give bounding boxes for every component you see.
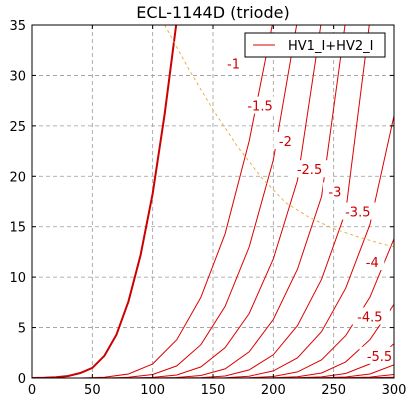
curve-series-2 xyxy=(104,20,297,378)
y-tick-label: 5 xyxy=(18,322,26,337)
x-tick-label: 0 xyxy=(28,383,36,398)
x-tick-label: 250 xyxy=(321,383,346,398)
curve-series-3 xyxy=(129,20,322,378)
curve-label: -1 xyxy=(227,57,240,72)
x-tick-label: 150 xyxy=(201,383,226,398)
curve-label: -2 xyxy=(279,135,292,150)
curve-label: -2.5 xyxy=(297,163,322,178)
y-tick-label: 35 xyxy=(9,19,26,34)
curve-series-6 xyxy=(201,116,394,378)
curve-series-4 xyxy=(153,20,346,378)
y-tick-label: 30 xyxy=(9,69,26,84)
curve-series-1 xyxy=(80,20,273,378)
x-tick-label: 100 xyxy=(140,383,165,398)
chart-title: ECL-1144D (triode) xyxy=(136,3,289,22)
y-tick-label: 20 xyxy=(9,170,26,185)
y-tick-label: 15 xyxy=(9,221,26,236)
curve-label-layer: -1 -1.5 -2 -2.5 -3 -3.5 -4 -4.5 -5.5 xyxy=(222,54,400,364)
curve-label: -4 xyxy=(366,256,379,271)
legend-label: HV1_I+HV2_I xyxy=(288,39,373,54)
x-tick-label: 200 xyxy=(261,383,286,398)
curve-label: -4.5 xyxy=(357,310,382,325)
curve-label: -3 xyxy=(328,185,341,200)
curve-series-0 xyxy=(32,20,177,378)
x-tick-label: 50 xyxy=(84,383,101,398)
curve-label: -1.5 xyxy=(247,100,272,115)
curve-label: -5.5 xyxy=(367,350,392,365)
y-tick-label: 0 xyxy=(18,372,26,387)
y-tick-label: 25 xyxy=(9,120,26,135)
curve-label: -3.5 xyxy=(345,206,370,221)
legend: HV1_I+HV2_I xyxy=(245,33,385,57)
x-tick-label: 300 xyxy=(382,383,407,398)
y-tick-label: 10 xyxy=(9,271,26,286)
